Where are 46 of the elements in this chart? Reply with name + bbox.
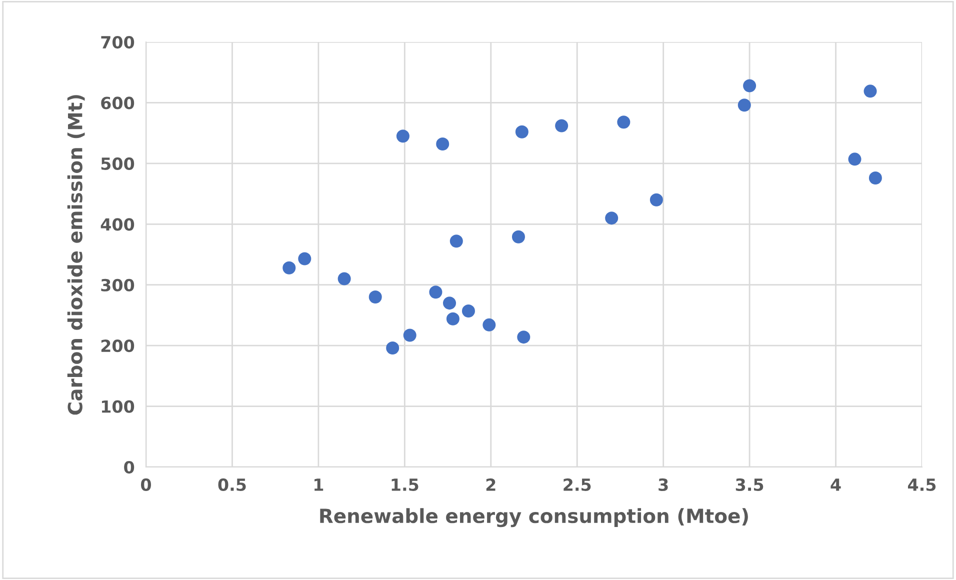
x-tick-label: 2 [486,478,496,491]
point [864,84,877,98]
y-tick-label: 400 [100,218,134,231]
y-tick-label: 300 [101,278,134,292]
point [446,312,460,326]
x-tick-label: 1.5 [392,478,418,492]
point [403,328,416,342]
x-tick-label: 2.5 [564,478,591,492]
point [386,341,400,355]
point [436,137,450,151]
point [338,272,351,286]
point [429,286,442,299]
x-tick-label: 1 [314,478,324,491]
point [650,193,663,206]
point [868,171,882,185]
point [848,152,862,166]
x-tick-label: 0 [141,478,151,492]
point [462,304,475,318]
y-tick-label: 200 [101,340,134,352]
point [605,212,618,225]
y-tick-label: 700 [101,36,134,49]
x-tick-label: 0.5 [218,478,246,492]
y-tick-label: 100 [102,400,134,413]
y-tick-label: 500 [101,157,134,170]
point [482,318,496,332]
x-axis-title: Renewable energy consumption (Mtoe) [320,508,748,528]
y-tick-label: 0 [124,460,134,474]
point [368,290,382,304]
point [743,79,756,92]
x-tick-label: 4 [830,478,841,491]
point [450,234,463,248]
y-tick-label: 600 [101,96,134,110]
point [282,261,296,274]
x-tick-label: 3.5 [736,478,764,492]
point [617,116,630,129]
x-tick-label: 4.5 [908,478,936,492]
x-tick-label: 3 [658,478,668,492]
point [555,119,568,132]
point [515,125,528,138]
point [512,230,525,244]
point [396,130,410,143]
point [517,330,530,344]
point [443,296,456,310]
y-axis-title: Carbon dioxide emission (Mt) [67,95,85,415]
point [298,252,312,266]
point [738,98,751,112]
